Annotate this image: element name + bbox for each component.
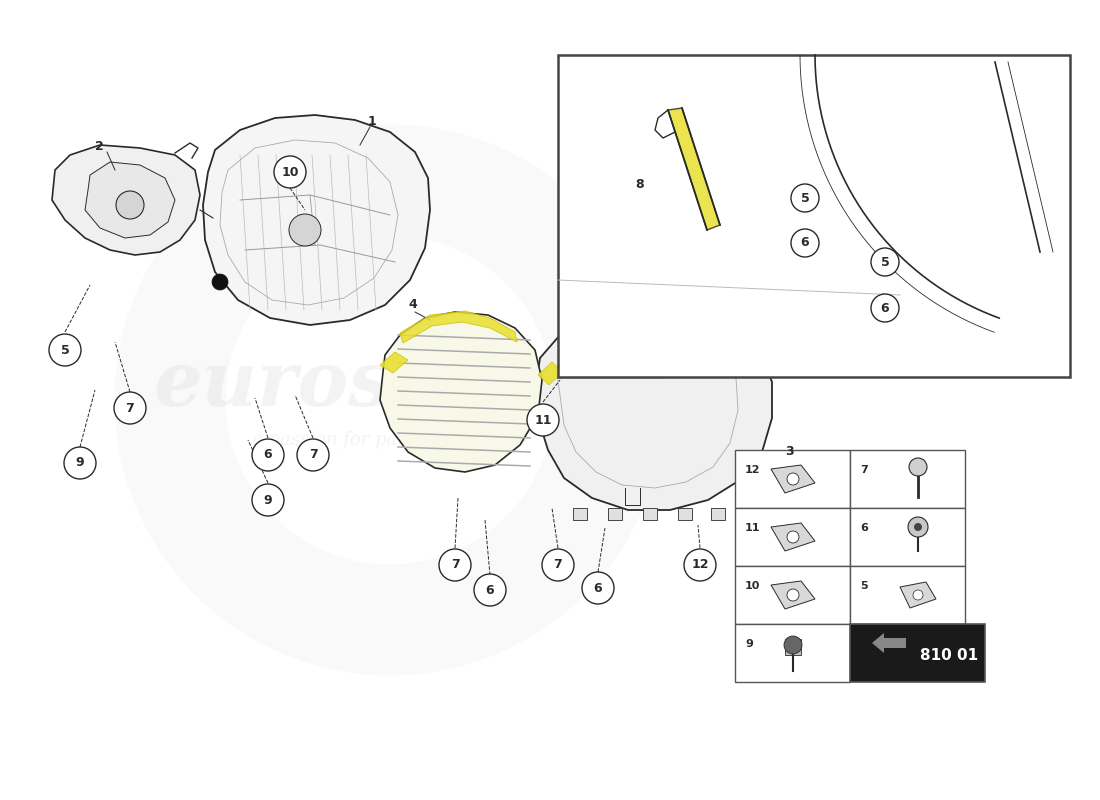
Text: 6: 6 [860, 523, 868, 533]
Bar [573, 508, 587, 520]
Bar [735, 450, 850, 508]
Polygon shape [204, 115, 430, 325]
Text: 1: 1 [368, 115, 376, 128]
Text: 2: 2 [95, 140, 103, 153]
Circle shape [289, 214, 321, 246]
Circle shape [116, 191, 144, 219]
Text: 6: 6 [594, 582, 603, 594]
Text: 10: 10 [282, 166, 299, 178]
Text: 6: 6 [801, 237, 810, 250]
Bar [850, 450, 965, 508]
Text: 3: 3 [785, 445, 793, 458]
Text: 9: 9 [76, 457, 85, 470]
Circle shape [871, 248, 899, 276]
Polygon shape [400, 311, 517, 343]
Polygon shape [771, 523, 815, 551]
Bar [850, 624, 984, 682]
Circle shape [114, 392, 146, 424]
Bar [735, 566, 850, 624]
Polygon shape [379, 352, 408, 373]
Text: 10: 10 [745, 581, 760, 591]
Circle shape [212, 274, 228, 290]
Text: 12: 12 [745, 465, 760, 475]
Bar [735, 508, 850, 566]
Polygon shape [538, 362, 563, 385]
Text: 4: 4 [408, 298, 417, 311]
Polygon shape [668, 108, 720, 230]
Circle shape [274, 156, 306, 188]
Circle shape [786, 589, 799, 601]
Bar [711, 508, 725, 520]
Text: 7: 7 [553, 558, 562, 571]
Text: 7: 7 [125, 402, 134, 414]
Text: 5: 5 [801, 191, 810, 205]
Circle shape [252, 484, 284, 516]
Bar [850, 508, 965, 566]
Polygon shape [536, 305, 772, 510]
Polygon shape [52, 145, 200, 255]
Text: 5: 5 [60, 343, 69, 357]
Circle shape [542, 549, 574, 581]
Circle shape [908, 517, 928, 537]
Bar [850, 566, 965, 624]
Text: 6: 6 [881, 302, 889, 314]
Polygon shape [85, 162, 175, 238]
Circle shape [439, 549, 471, 581]
Text: 7: 7 [309, 449, 318, 462]
Text: 810 01: 810 01 [920, 649, 978, 663]
Circle shape [786, 531, 799, 543]
Circle shape [791, 184, 820, 212]
Text: 6: 6 [486, 583, 494, 597]
Text: 5: 5 [881, 255, 890, 269]
Circle shape [684, 549, 716, 581]
Circle shape [252, 439, 284, 471]
Text: a passion for parts since 1985: a passion for parts since 1985 [252, 431, 528, 449]
Polygon shape [785, 639, 801, 655]
Text: 6: 6 [264, 449, 273, 462]
Bar [608, 508, 622, 520]
Polygon shape [872, 633, 906, 653]
Text: eurospares: eurospares [153, 348, 627, 422]
Polygon shape [900, 582, 936, 608]
Text: 9: 9 [264, 494, 273, 506]
Text: 12: 12 [691, 558, 708, 571]
Polygon shape [379, 312, 542, 472]
Text: 11: 11 [535, 414, 552, 426]
Circle shape [474, 574, 506, 606]
Text: 11: 11 [745, 523, 760, 533]
Circle shape [914, 523, 922, 531]
Bar [678, 508, 692, 520]
Circle shape [50, 334, 81, 366]
Bar [558, 55, 1070, 377]
Bar [644, 508, 657, 520]
Circle shape [871, 294, 899, 322]
Text: 5: 5 [860, 581, 868, 591]
Circle shape [297, 439, 329, 471]
Circle shape [786, 473, 799, 485]
Circle shape [913, 590, 923, 600]
Circle shape [527, 404, 559, 436]
Text: 9: 9 [745, 639, 752, 649]
Bar [735, 624, 850, 682]
Circle shape [784, 636, 802, 654]
Polygon shape [771, 581, 815, 609]
Circle shape [791, 229, 820, 257]
Circle shape [64, 447, 96, 479]
Polygon shape [771, 465, 815, 493]
Text: 8: 8 [635, 178, 643, 191]
Circle shape [909, 458, 927, 476]
Text: 7: 7 [860, 465, 868, 475]
Text: 7: 7 [451, 558, 460, 571]
Circle shape [582, 572, 614, 604]
